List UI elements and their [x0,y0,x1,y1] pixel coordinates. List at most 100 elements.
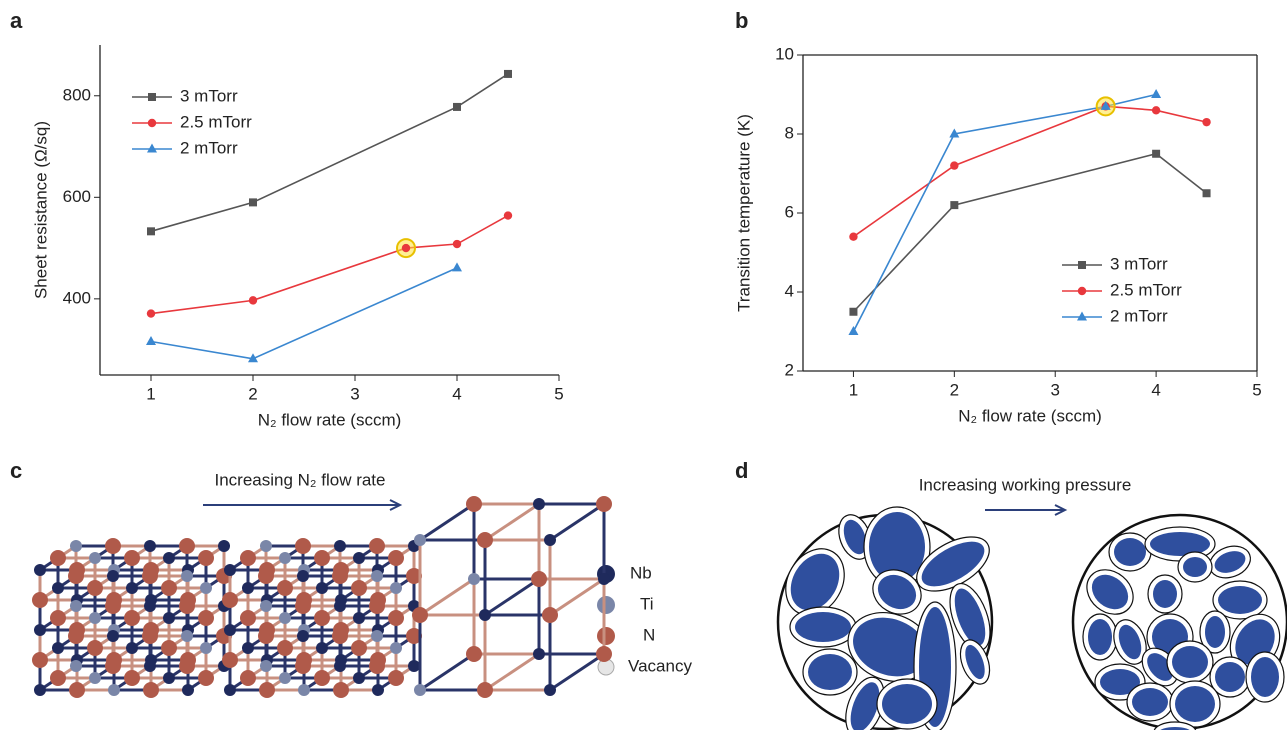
atom [353,612,365,624]
marker [249,198,257,206]
x-tick-label: 3 [350,384,359,403]
atom [334,540,346,552]
panel-label: a [10,8,23,33]
atom [163,612,175,624]
atom [477,532,493,548]
atom [70,660,82,672]
atom [179,598,195,614]
atom [50,610,66,626]
grain-core [795,612,851,642]
grain-core [1183,557,1207,577]
atom [260,540,272,552]
marker [1203,189,1211,197]
atom [388,550,404,566]
marker [1152,106,1160,114]
x-tick-label: 1 [849,380,858,399]
x-tick-label: 1 [146,384,155,403]
x-tick-label: 4 [452,384,461,403]
atom [107,570,119,582]
atom [332,568,348,584]
grain-core [808,654,852,690]
figure: a b c d Increasing N₂ flow rate Increasi… [0,0,1287,730]
atom [297,630,309,642]
atom [351,580,367,596]
x-tick-label: 2 [950,380,959,399]
atom [298,684,310,696]
atom [316,642,328,654]
marker [146,336,156,345]
y-axis-label: Sheet resistance (Ω/sq) [31,121,50,299]
atom [390,642,402,654]
atom [182,684,194,696]
atom [124,550,140,566]
atom [224,624,236,636]
atom [240,670,256,686]
bond [550,579,604,615]
atom [142,628,158,644]
atom [334,600,346,612]
bond [485,654,539,690]
legend-label: Nb [630,563,652,582]
atom [533,648,545,660]
atom [242,582,254,594]
atom [34,564,46,576]
atom [353,552,365,564]
x-tick-label: 2 [248,384,257,403]
y-axis-label: Transition temperature (K) [734,114,753,312]
atom [218,540,230,552]
atom [198,610,214,626]
atom [477,682,493,698]
bond [550,654,604,690]
atom [369,538,385,554]
atom [105,598,121,614]
atom [258,628,274,644]
atom [242,642,254,654]
x-tick-label: 3 [1050,380,1059,399]
atom [390,582,402,594]
atom [124,610,140,626]
x-tick-label: 5 [1252,380,1261,399]
marker [1078,261,1086,269]
atom [179,538,195,554]
atom [277,580,293,596]
legend-label: 2 mTorr [1110,306,1168,325]
atom [466,496,482,512]
atom [107,630,119,642]
bond [485,504,539,540]
atom [388,610,404,626]
atom [353,672,365,684]
atom [69,682,85,698]
bond [420,504,474,540]
atom [68,568,84,584]
atom [179,658,195,674]
atom [408,660,420,672]
marker [849,233,857,241]
atom [372,684,384,696]
grain-core [1132,688,1168,716]
marker [148,93,156,101]
atom [87,580,103,596]
atom [240,550,256,566]
atom [479,609,491,621]
atom [240,610,256,626]
marker [249,296,257,304]
legend-label: 3 mTorr [180,86,238,105]
atom [52,582,64,594]
series-line [151,216,508,314]
atom [314,550,330,566]
atom [200,642,212,654]
atom [87,640,103,656]
marker [453,240,461,248]
marker [402,244,410,252]
atom [50,670,66,686]
atom [333,682,349,698]
atom [468,573,480,585]
atom [222,652,238,668]
atom [334,660,346,672]
marker [1077,312,1087,321]
marker [452,262,462,271]
bond [550,504,604,540]
atom [224,564,236,576]
atom [105,538,121,554]
atom [32,592,48,608]
